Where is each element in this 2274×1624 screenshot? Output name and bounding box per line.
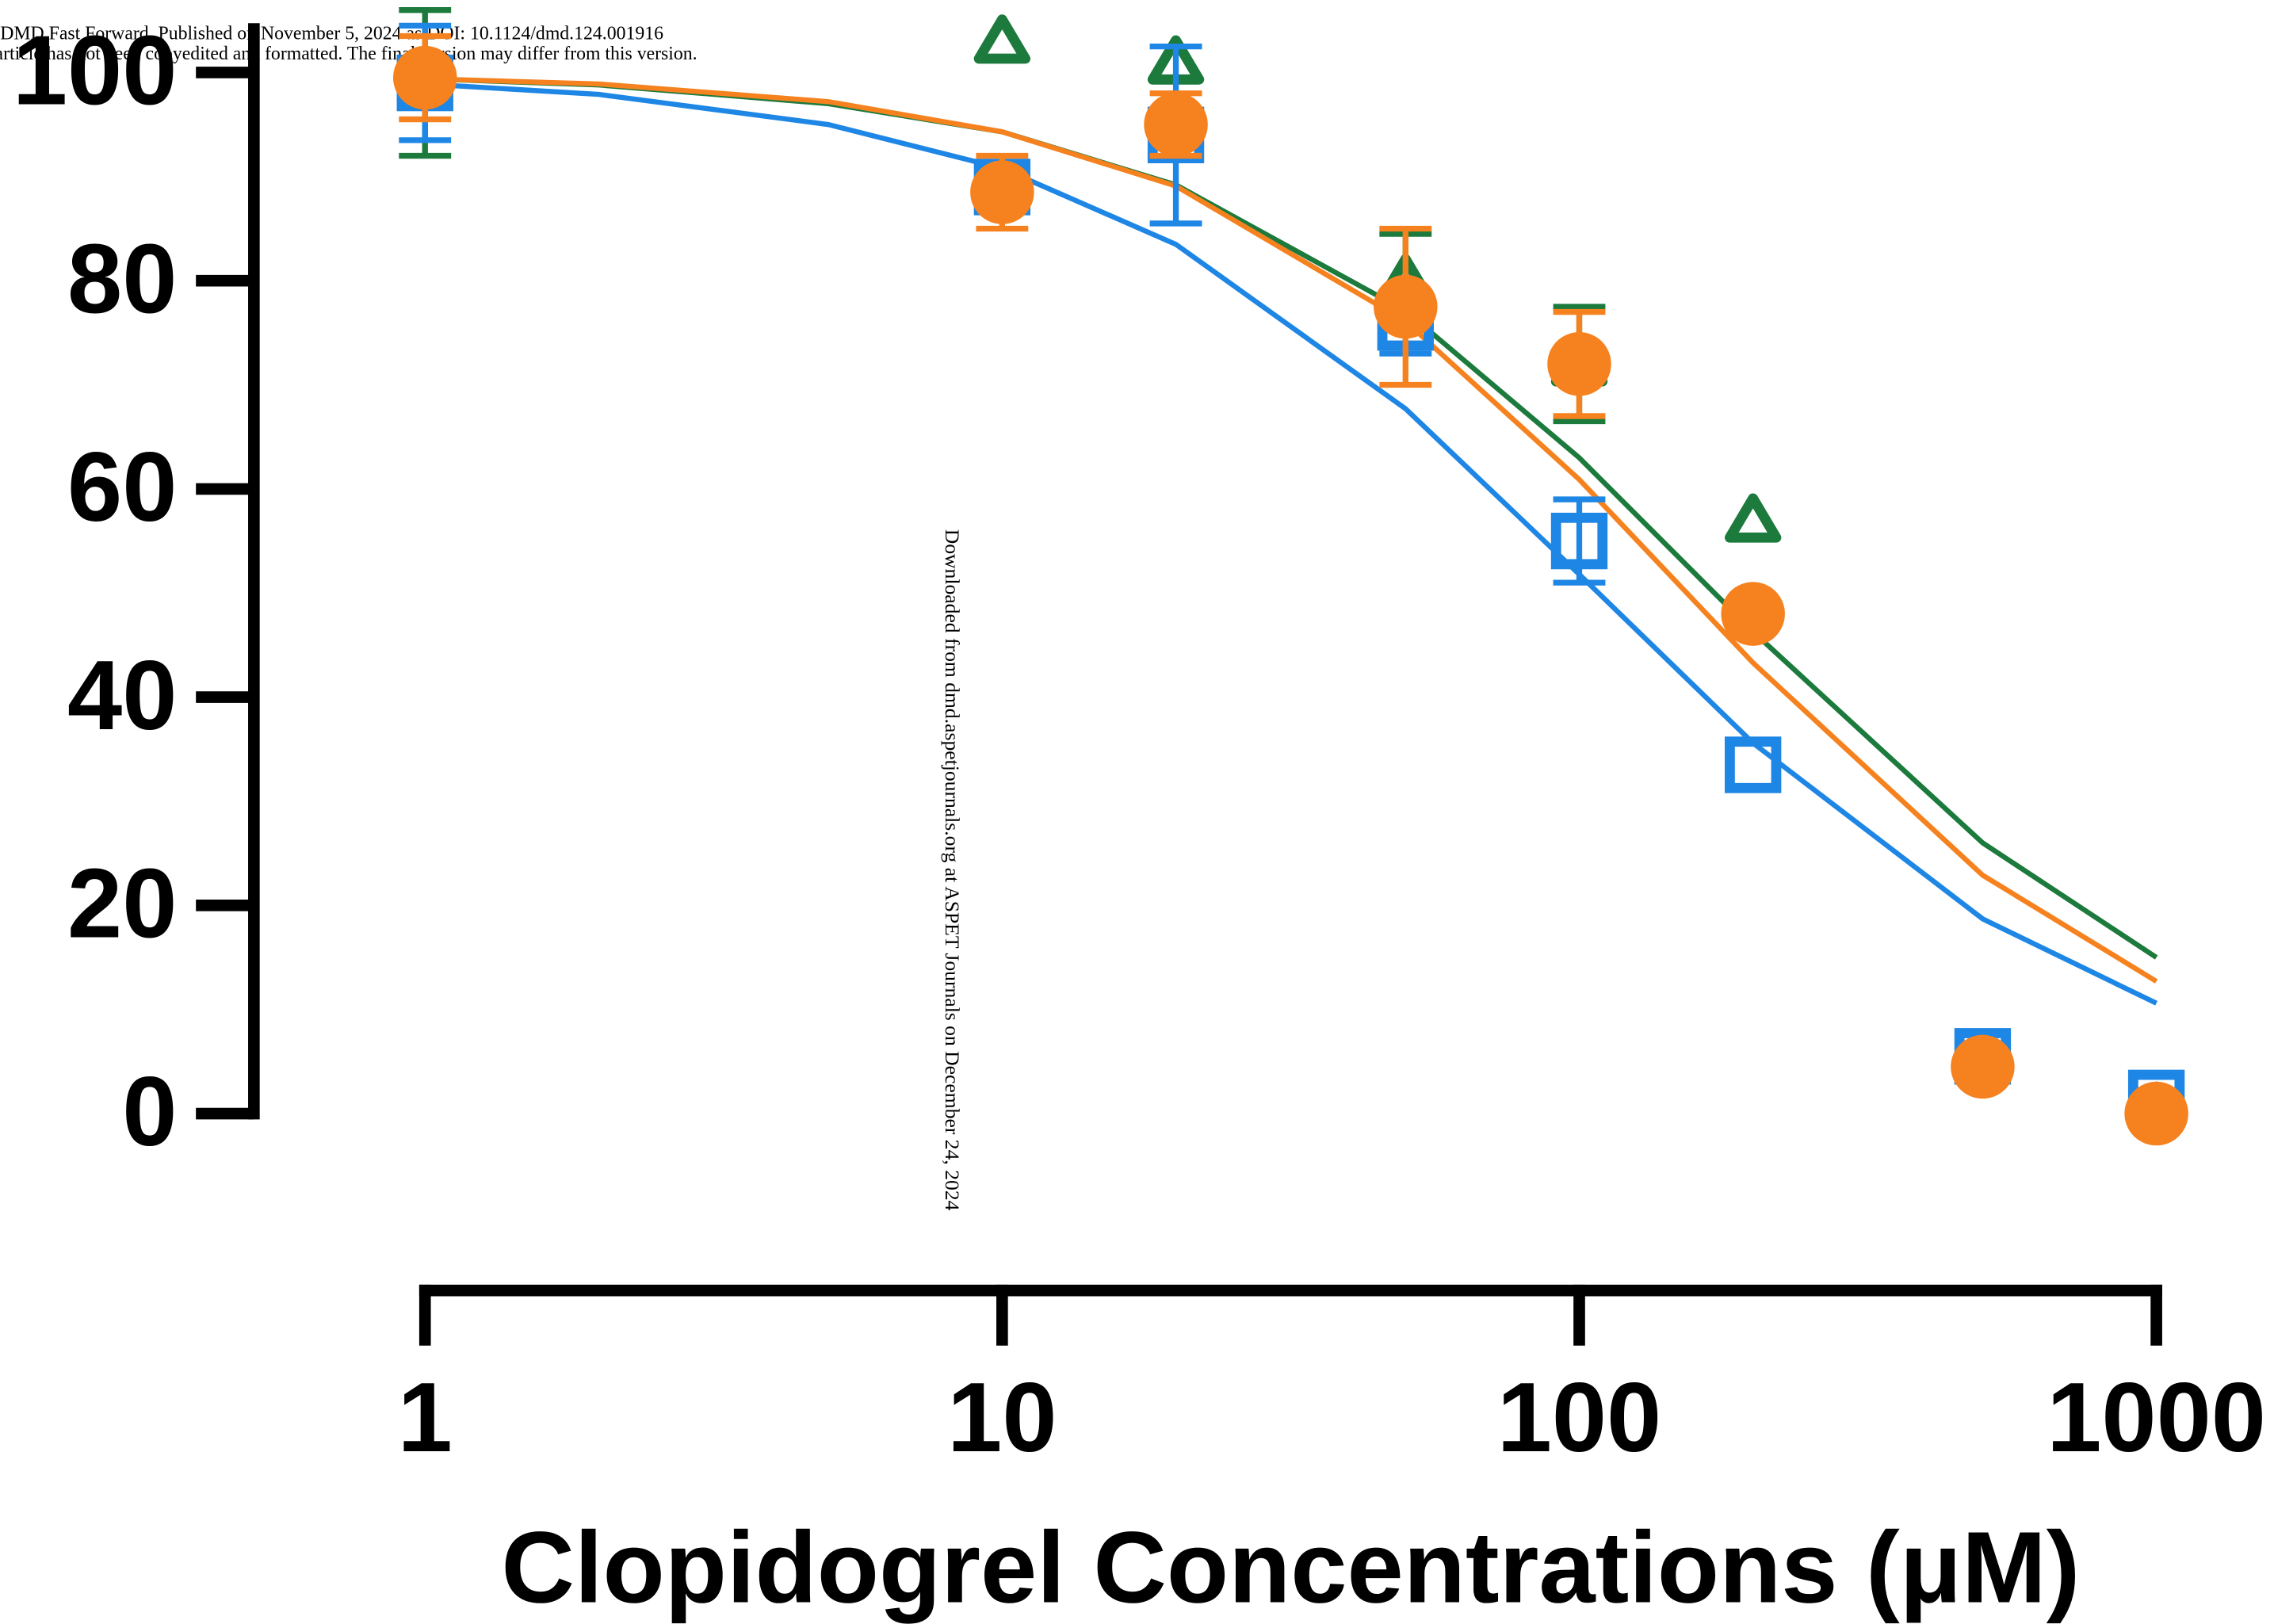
y-tick-label: 40 xyxy=(67,640,177,751)
x-tick-label: 1000 xyxy=(2047,1362,2266,1473)
header-line: This article has not been copyedited and… xyxy=(0,44,697,64)
triangle-marker xyxy=(1725,493,1782,543)
circle-marker xyxy=(1721,582,1785,646)
circle-marker xyxy=(392,45,457,110)
square-marker xyxy=(1550,512,1608,570)
watermark: Downloaded from dmd.aspetjournals.org at… xyxy=(941,529,964,1211)
square-marker xyxy=(1725,736,1782,793)
circle-marker xyxy=(1144,92,1208,157)
x-axis-title: Clopidogrel Concentrations (μM) xyxy=(501,1511,2080,1624)
fit-curve xyxy=(425,76,2158,960)
circle-marker xyxy=(1951,1034,2015,1099)
x-tick-label: 1 xyxy=(398,1362,453,1473)
y-tick-label: 20 xyxy=(67,848,177,958)
y-tick-label: 80 xyxy=(67,224,177,334)
circle-marker xyxy=(970,160,1034,224)
header-line: DMD Fast Forward. Published on November … xyxy=(0,23,663,44)
y-tick-label: 100 xyxy=(13,16,178,126)
fit-curve xyxy=(425,76,2158,984)
circle-marker xyxy=(2124,1081,2188,1146)
fit-curve xyxy=(425,81,2158,1006)
circle-marker xyxy=(1374,274,1438,339)
triangle-marker xyxy=(973,14,1031,64)
x-tick-label: 10 xyxy=(947,1362,1057,1473)
y-tick-label: 60 xyxy=(67,432,177,542)
circle-marker xyxy=(1547,332,1611,396)
y-tick-label: 0 xyxy=(122,1057,177,1167)
x-tick-label: 100 xyxy=(1497,1362,1662,1473)
